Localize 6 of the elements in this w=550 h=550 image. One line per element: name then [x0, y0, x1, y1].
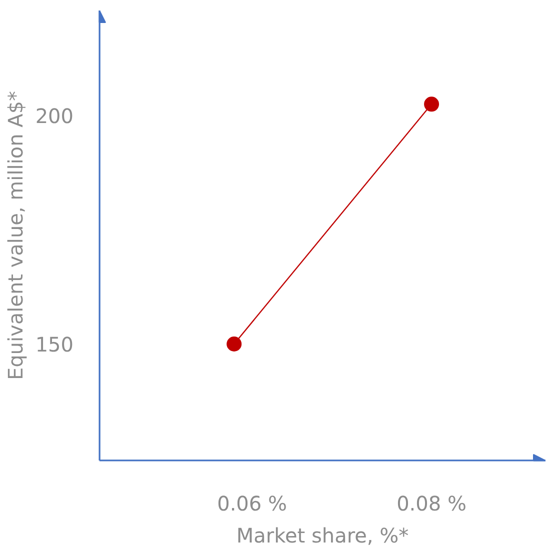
x-tick-label: 0.06 %	[217, 492, 288, 516]
y-tick-label: 150	[35, 332, 74, 357]
y-axis-title: Equivalent value, million A$*	[3, 90, 28, 380]
x-axis-title: Market share, %*	[236, 524, 409, 548]
y-tick-label: 200	[35, 104, 74, 128]
x-tick-label: 0.08 %	[396, 492, 466, 516]
